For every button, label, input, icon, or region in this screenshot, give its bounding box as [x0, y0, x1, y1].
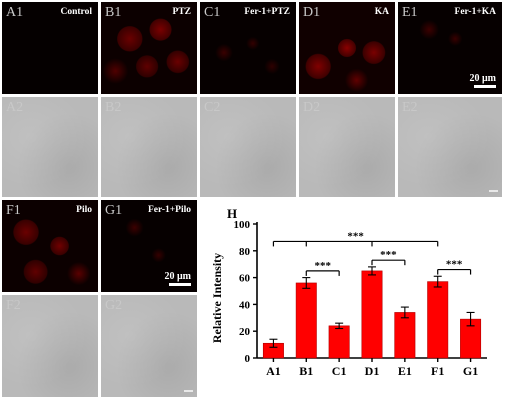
- scale-bar-label: 20 μm: [164, 271, 192, 282]
- significance-label: ***: [314, 260, 331, 272]
- panel-C2: C2: [200, 97, 296, 197]
- y-axis-label: Relative Intensity: [210, 253, 224, 343]
- bar-C1: [328, 325, 350, 359]
- x-tick-label: D1: [365, 364, 380, 378]
- panel-label: G1: [105, 203, 123, 218]
- scale-bar: [184, 390, 193, 392]
- scale-bar: [169, 283, 191, 286]
- treatment-label: Fer-1+KA: [454, 7, 496, 17]
- panel-label: E1: [402, 5, 418, 20]
- treatment-label: Fer-1+PTZ: [244, 7, 290, 17]
- panel-G1: G1 Fer-1+Pilo 20 μm: [101, 200, 197, 292]
- y-tick-label: 0: [245, 353, 251, 365]
- y-tick-label: 80: [239, 246, 251, 258]
- panel-label: A2: [6, 100, 24, 115]
- panel-label: B2: [105, 100, 122, 115]
- panel-label: G2: [105, 298, 123, 313]
- y-tick-label: 20: [239, 326, 251, 338]
- y-tick-label: 40: [239, 299, 251, 311]
- panel-label: F1: [6, 203, 21, 218]
- panel-A2: A2: [2, 97, 98, 197]
- x-tick-label: E1: [398, 364, 412, 378]
- treatment-label: Fer-1+Pilo: [147, 205, 191, 215]
- panel-label: C2: [204, 100, 221, 115]
- scale-bar-label: 20 μm: [469, 73, 497, 84]
- bar-D1: [361, 270, 383, 359]
- scale-bar: [489, 190, 498, 192]
- panel-label: B1: [105, 5, 122, 20]
- chart-panel-label: H: [227, 206, 237, 221]
- panel-label: A1: [6, 5, 24, 20]
- panel-E1: E1 Fer-1+KA 20 μm: [398, 2, 502, 94]
- x-tick-label: C1: [332, 364, 347, 378]
- panel-A1: A1 Control: [2, 2, 98, 94]
- treatment-label: KA: [374, 7, 389, 17]
- panel-label: E2: [402, 100, 418, 115]
- panel-label: D2: [303, 100, 321, 115]
- panel-C1: C1 Fer-1+PTZ: [200, 2, 296, 94]
- relative-intensity-chart: H Relative Intensity 0 20 40 60 80 100 A1 B1 C1 D…: [210, 206, 487, 378]
- x-tick-label: F1: [431, 364, 444, 378]
- panel-B2: B2: [101, 97, 197, 197]
- bar-E1: [394, 312, 416, 359]
- treatment-label: Pilo: [76, 205, 92, 215]
- panel-E2: E2: [398, 97, 502, 197]
- panel-D2: D2: [299, 97, 395, 197]
- panel-F1: F1 Pilo: [2, 200, 98, 292]
- scale-bar: [474, 85, 496, 88]
- significance-label: ***: [446, 259, 463, 271]
- significance-label: ***: [380, 249, 397, 261]
- bar-B1: [295, 282, 317, 359]
- x-tick-label: G1: [463, 364, 478, 378]
- y-tick-label: 100: [234, 219, 251, 231]
- y-tick-label: 60: [239, 273, 251, 285]
- x-tick-label: A1: [266, 364, 281, 378]
- panel-label: F2: [6, 298, 21, 313]
- treatment-label: PTZ: [172, 7, 191, 17]
- significance-label: ***: [347, 230, 364, 242]
- panel-D1: D1 KA: [299, 2, 395, 94]
- x-tick-label: B1: [299, 364, 313, 378]
- panel-B1: B1 PTZ: [101, 2, 197, 94]
- panel-G2: G2: [101, 295, 197, 397]
- bar-F1: [427, 281, 449, 359]
- panel-label: D1: [303, 5, 321, 20]
- treatment-label: Control: [60, 7, 93, 17]
- panel-label: C1: [204, 5, 221, 20]
- panel-F2: F2: [2, 295, 98, 397]
